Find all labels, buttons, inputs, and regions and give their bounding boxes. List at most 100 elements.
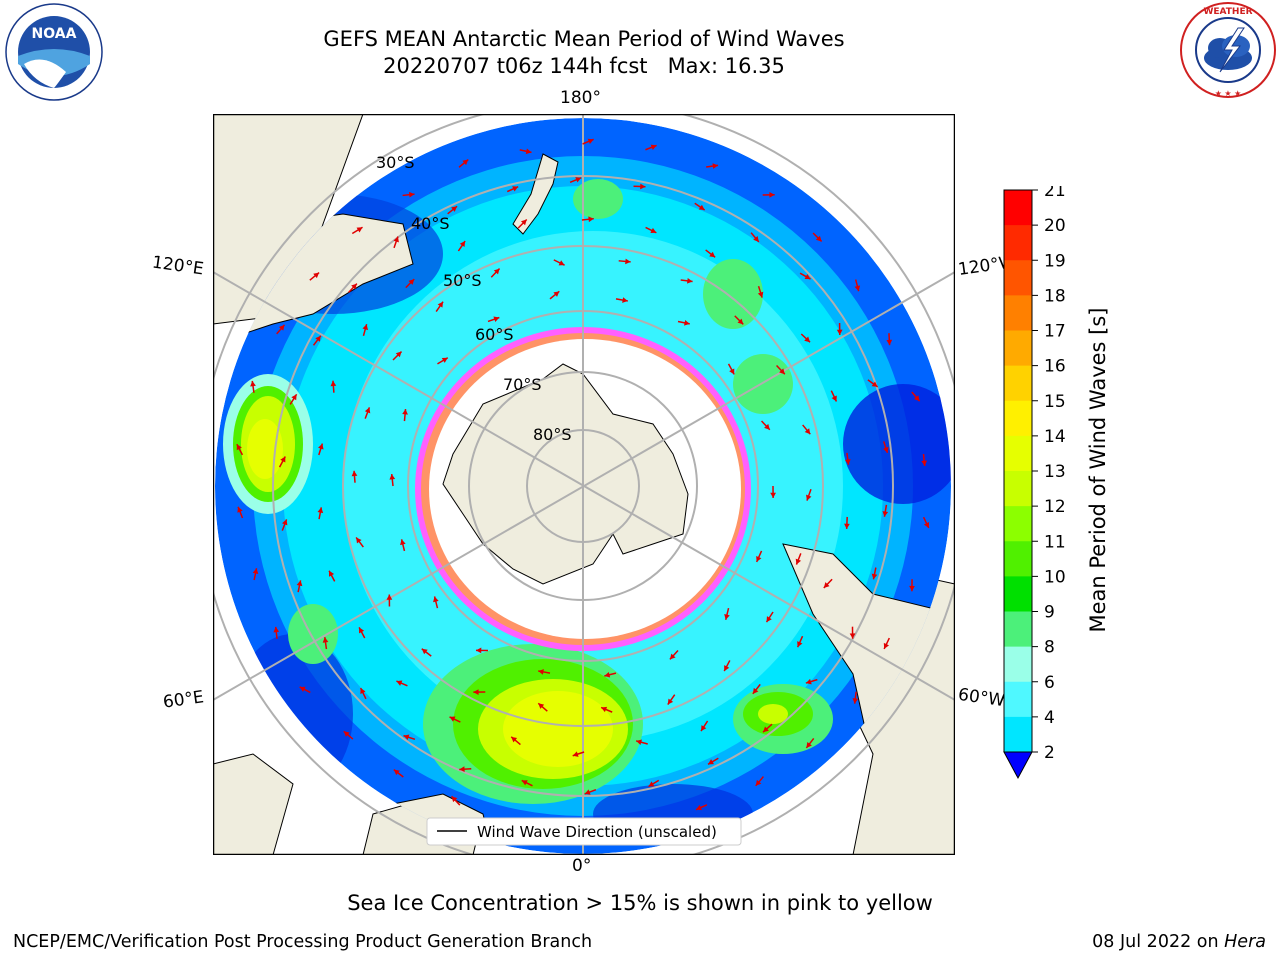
colorbar-tick-label: 4 (1044, 708, 1055, 728)
wave-direction-arrowhead (356, 537, 362, 544)
lon-label-120e: 120°E (150, 252, 205, 280)
wave-direction-arrowhead (854, 285, 861, 292)
wave-direction-arrowhead (763, 726, 769, 733)
wave-direction-arrowhead (804, 428, 811, 435)
wave-direction-arrowhead (449, 716, 456, 722)
wave-direction-arrowhead (476, 647, 482, 654)
lat-label-50s: 50°S (443, 271, 482, 290)
wave-direction-arrowhead (806, 494, 812, 501)
wave-direction-arrowhead (313, 272, 320, 279)
svg-text:WEATHER: WEATHER (1203, 7, 1252, 17)
wave-direction-arrowhead (764, 423, 770, 430)
graticule (213, 114, 955, 855)
wave-direction-arrowhead (553, 291, 560, 297)
credit-right: 08 Jul 2022 on Hera (1092, 932, 1266, 952)
wave-direction-arrowhead (250, 380, 256, 387)
wave-direction-arrowhead (236, 444, 242, 451)
colorbar-tick-label: 16 (1044, 357, 1066, 377)
wave-direction-arrowhead (451, 796, 458, 803)
wave-direction-arrowhead (433, 596, 439, 603)
wave-direction-arrowhead (836, 329, 843, 335)
colorbar-tick-label: 12 (1044, 497, 1066, 517)
wave-direction-arrowhead (322, 637, 329, 643)
wave-direction-arrowhead (804, 336, 811, 343)
wave-direction-arrowhead (389, 474, 396, 480)
legend-label: Wind Wave Direction (unscaled) (477, 823, 717, 841)
lon-label-60e: 60°E (161, 687, 206, 713)
nws-logo: WEATHER ★ ★ ★ (1176, 0, 1280, 100)
wave-direction-arrowhead (273, 626, 280, 633)
noaa-logo-text: NOAA (32, 26, 77, 42)
wave-direction-arrowhead (724, 614, 730, 620)
wave-direction-arrowhead (757, 291, 764, 298)
lon-label-0: 0° (572, 856, 592, 876)
wave-direction-arrowhead (753, 235, 759, 242)
wave-direction-arrowhead (525, 148, 532, 155)
wave-direction-arrowhead (317, 507, 324, 514)
colorbar-segment (1004, 400, 1032, 437)
wave-direction-arrowhead (831, 395, 837, 402)
wave-direction-arrowhead (770, 492, 776, 498)
wave-direction-arrowhead (913, 395, 920, 402)
wave-direction-arrowhead (650, 227, 657, 234)
wave-direction-arrowhead (729, 368, 735, 375)
wave-direction-arrowhead (849, 633, 856, 639)
wave-direction-arrowhead (280, 456, 286, 463)
wave-direction-arrowhead (330, 380, 337, 387)
wave-direction-arrowhead (396, 680, 403, 686)
wave-direction-arrowhead (362, 324, 369, 331)
lon-label-180: 180° (560, 88, 601, 108)
svg-text:★ ★ ★: ★ ★ ★ (1215, 89, 1242, 98)
colorbar-tick-label: 9 (1044, 603, 1055, 623)
wave-direction-arrowhead (421, 648, 428, 655)
wave-direction-arrowhead (351, 283, 357, 290)
wave-direction-arrowhead (395, 351, 402, 358)
wave-direction-arrowhead (575, 177, 582, 183)
wave-direction-arrowhead (625, 258, 631, 265)
wave-direction-arrowhead (815, 235, 822, 242)
colorbar-tick-label: 6 (1044, 673, 1055, 693)
wave-direction-arrowhead (755, 779, 762, 786)
sea-ice-footnote-text: Sea Ice Concentration > 15% is shown in … (347, 891, 933, 915)
wave-direction-arrowhead (403, 734, 410, 740)
wave-direction-arrowhead (698, 204, 705, 211)
wave-direction-arrowhead (282, 519, 288, 526)
colorbar: 21 20 19 18 17 16 15 14 13 12 11 10 9 8 6 4 2 (995, 181, 1105, 786)
colorbar-segment (1004, 716, 1032, 753)
wave-direction-arrowhead (584, 789, 591, 795)
title-line-1: GEFS MEAN Antarctic Mean Period of Wind … (323, 27, 845, 51)
lat-label-40s: 40°S (411, 214, 450, 233)
wave-direction-arrowhead (823, 582, 830, 588)
wave-direction-arrowhead (883, 642, 890, 649)
wave-direction-arrowhead (360, 688, 366, 695)
colorbar-tick-label: 21 (1044, 186, 1066, 201)
colorbar-tick-label: 10 (1044, 567, 1066, 587)
colorbar-tick-label: 2 (1044, 743, 1055, 763)
wave-direction-arrowhead (871, 573, 878, 580)
wave-direction-arrowhead (402, 409, 408, 415)
wave-direction-arrowhead (278, 324, 285, 331)
wave-direction-arrowhead (520, 219, 527, 226)
wave-direction-arrowhead (237, 506, 243, 513)
wave-direction-arrowhead (558, 260, 565, 266)
wave-direction-arrowhead (493, 316, 500, 322)
wave-direction-arrowhead (601, 706, 608, 713)
wave-direction-arrowhead (393, 236, 399, 243)
colorbar-tick-label: 19 (1044, 251, 1066, 271)
colorbar-tick-label: 14 (1044, 427, 1066, 447)
wave-direction-arrowhead (441, 357, 448, 363)
wave-direction-arrowhead (648, 781, 655, 787)
wave-direction-arrowhead (408, 191, 415, 198)
wave-direction-arrowhead (752, 687, 759, 694)
wave-direction-arrowhead (408, 279, 415, 285)
lat-label-30s: 30°S (376, 153, 415, 172)
wave-direction-arrowhead (805, 678, 812, 685)
wave-direction-arrowhead (882, 511, 889, 517)
credit-left: NCEP/EMC/Verification Post Processing Pr… (13, 932, 593, 952)
lat-label-60s: 60°S (475, 325, 514, 344)
wave-direction-arrowhead (604, 671, 611, 678)
wave-direction-arrowhead (636, 739, 642, 746)
wave-direction-arrowhead (844, 459, 851, 465)
wave-direction-arrowhead (511, 736, 518, 743)
wave-direction-arrowhead (797, 641, 803, 648)
